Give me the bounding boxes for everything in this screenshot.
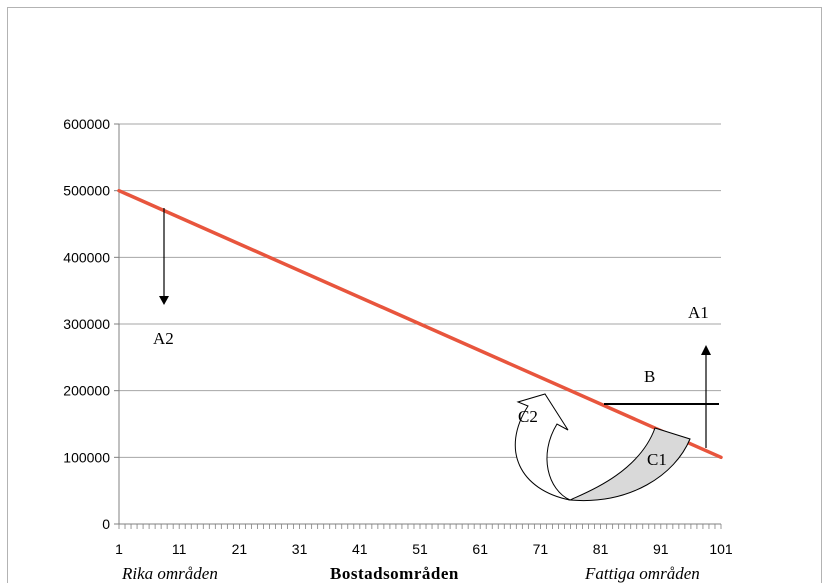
- x-tick-label: 21: [232, 541, 248, 557]
- x-tick-label: 11: [172, 541, 187, 557]
- x-tick-label: 91: [653, 541, 669, 557]
- y-tick-label: 0: [102, 516, 110, 532]
- x-tick-label: 101: [709, 541, 733, 557]
- y-tick-label: 100000: [63, 449, 110, 465]
- x-tick-label: 61: [472, 541, 488, 557]
- x-tick-label: 81: [593, 541, 609, 557]
- annotation-a2-arrow: [159, 208, 169, 305]
- grid-lines: [119, 123, 721, 458]
- plot-area: [117, 188, 723, 460]
- x-tick-label: 41: [352, 541, 368, 557]
- y-tick-labels: 0 100000 200000 300000 400000 500000 600000: [63, 116, 110, 532]
- x-tick-label: 31: [292, 541, 308, 557]
- annotation-c1-label: C1: [647, 450, 667, 469]
- x-sublabel-right: Fattiga områden: [584, 564, 700, 583]
- chart-frame: [7, 7, 822, 583]
- annotation-a1-label: A1: [688, 303, 709, 322]
- y-tick-label: 300000: [63, 316, 110, 332]
- axes: [114, 123, 722, 529]
- x-axis-title: Bostadsområden: [330, 564, 459, 583]
- y-tick-label: 600000: [63, 116, 110, 132]
- y-tick-label: 400000: [63, 249, 110, 265]
- c1-curved-arrow: [568, 427, 691, 502]
- y-tick-label: 500000: [63, 183, 110, 199]
- annotation-c-arrows: [514, 393, 691, 502]
- x-tick-label: 71: [533, 541, 549, 557]
- c2-curved-arrow: [514, 393, 571, 501]
- y-tick-label: 200000: [63, 383, 110, 399]
- series-line: [117, 188, 723, 460]
- annotation-b-label: B: [644, 367, 655, 386]
- annotation-c2-label: C2: [518, 407, 538, 426]
- annotation-a2-label: A2: [153, 329, 174, 348]
- annotation-a1-arrow: [701, 345, 711, 448]
- x-tick-label: 1: [115, 541, 123, 557]
- x-sublabel-left: Rika områden: [121, 564, 218, 583]
- x-tick-label: 51: [412, 541, 428, 557]
- x-tick-labels: 1 11 21 31 41 51 61 71 81 91 101: [115, 541, 733, 557]
